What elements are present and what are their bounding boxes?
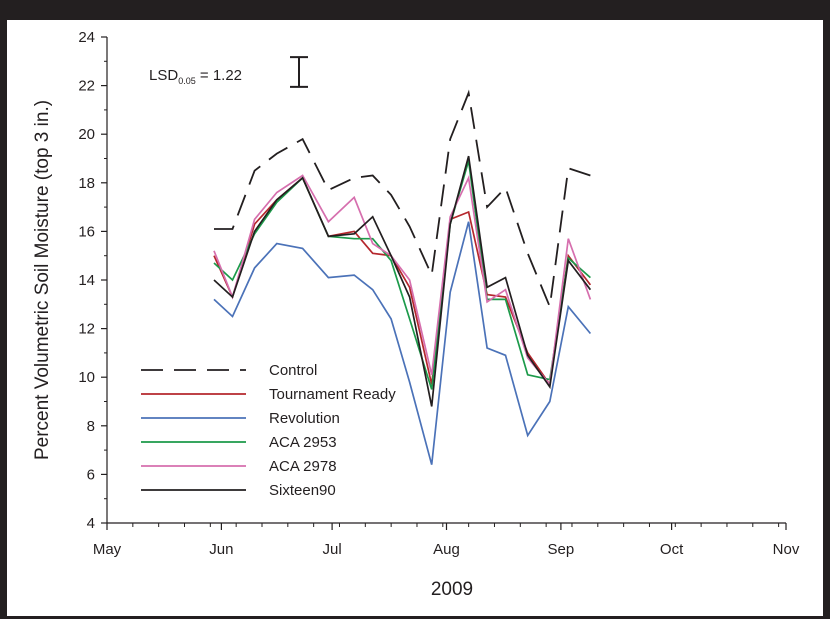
lsd-suffix: = 1.22 [196, 67, 242, 84]
y-tick-label: 8 [87, 418, 95, 435]
x-tick-label: Jun [209, 541, 233, 558]
y-axis-label: Percent Volumetric Soil Moisture (top 3 … [32, 100, 53, 460]
x-axis-label: 2009 [431, 579, 473, 600]
y-tick-label: 20 [78, 126, 95, 143]
series-line-control [214, 89, 591, 311]
lsd-subscript: 0.05 [178, 76, 196, 86]
y-tick-label: 18 [78, 175, 95, 192]
legend-label: ACA 2978 [269, 458, 337, 475]
y-tick-label: 12 [78, 321, 95, 338]
series-line-aca-2978 [213, 174, 592, 387]
series-line-aca-2953 [213, 160, 591, 390]
legend: Control Tournament Ready Revolution ACA 295… [141, 362, 396, 499]
y-tick-label: 16 [78, 223, 95, 240]
lsd-annotation: LSD0.05 = 1.22 [149, 67, 242, 86]
x-tick-label: May [93, 541, 122, 558]
series-line-revolution [213, 221, 592, 465]
x-tick-label: Aug [433, 541, 460, 558]
x-tick-label: Nov [773, 541, 800, 558]
y-tick-label: 6 [87, 466, 95, 483]
y-tick-label: 22 [78, 78, 95, 95]
legend-label: Tournament Ready [269, 386, 396, 403]
x-tick-label: Oct [660, 541, 684, 558]
legend-label: Control [269, 362, 317, 379]
lsd-error-bar [290, 56, 308, 88]
lsd-prefix: LSD [149, 67, 178, 84]
y-tick-label: 4 [87, 515, 95, 532]
y-tick-label: 10 [78, 369, 95, 386]
series-line-sixteen90 [213, 155, 592, 407]
x-tick-label: Jul [323, 541, 342, 558]
y-tick-label: 24 [78, 29, 95, 46]
x-tick-label: Sep [548, 541, 575, 558]
legend-label: Sixteen90 [269, 482, 336, 499]
y-tick-label: 14 [78, 272, 95, 289]
legend-label: ACA 2953 [269, 434, 337, 451]
legend-label: Revolution [269, 410, 340, 427]
